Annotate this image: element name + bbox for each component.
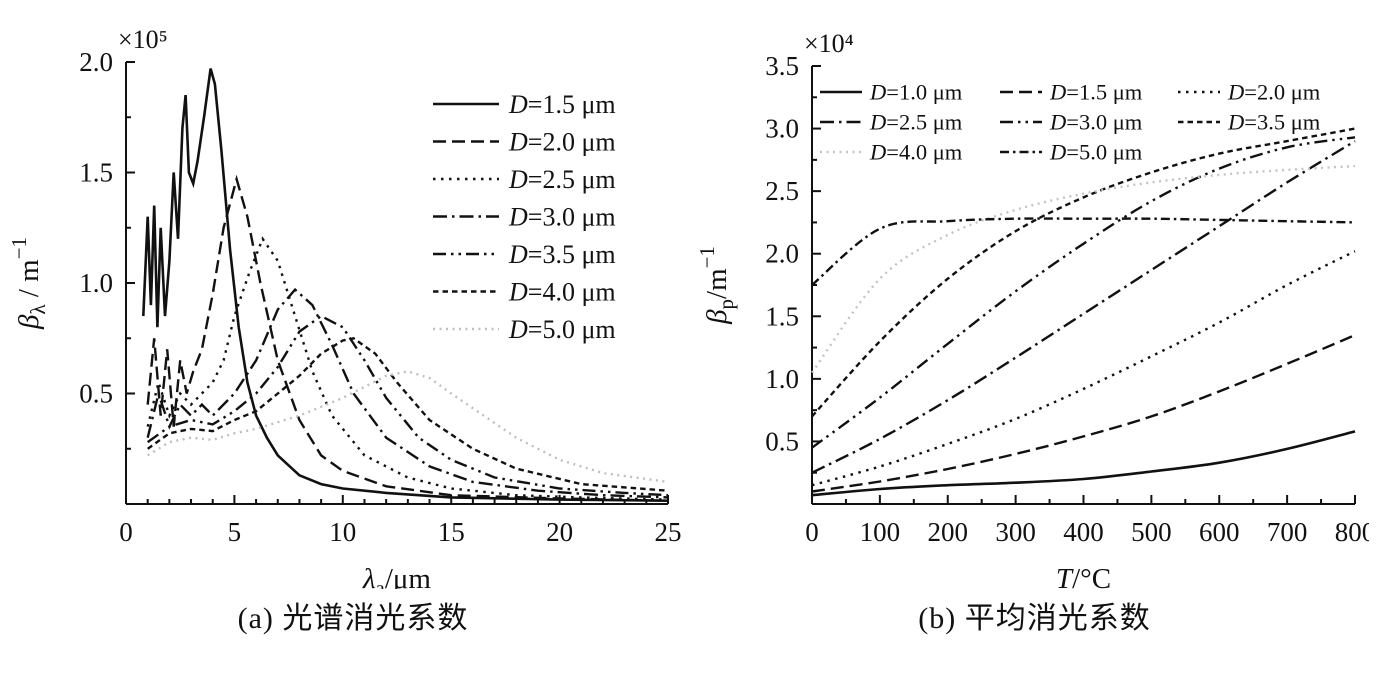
legend-label: D=1.5 μm (1049, 80, 1143, 105)
svg-text:600: 600 (1199, 517, 1240, 547)
legend-label: D=3.5 μm (1227, 110, 1321, 135)
series-D-4-0-μm (811, 164, 1356, 374)
legend-label: D=4.0 μm (508, 277, 616, 306)
legend-label: D=5.0 μm (508, 315, 616, 344)
svg-text:300: 300 (995, 517, 1036, 547)
series-D-1-0-μm (811, 430, 1356, 497)
chart-b-canvas: 0 100 200 300 400 500 600 700 800 0.5 1.0 1.5 2.0 2.5… (700, 29, 1369, 589)
svg-text:100: 100 (860, 517, 901, 547)
legend-label: D=2.5 μm (869, 110, 963, 135)
axis-offset-label: ×10⁵ (118, 25, 168, 54)
legend-label: D=2.0 μm (1227, 80, 1321, 105)
y-tick-labels: 0.5 1.0 1.5 2.0 2.5 3.0 3.5 (765, 51, 799, 456)
legend-label: D=2.0 μm (508, 127, 616, 156)
svg-text:15: 15 (438, 517, 465, 547)
legend-label: D=4.0 μm (869, 140, 963, 165)
svg-text:0.5: 0.5 (79, 379, 113, 409)
chart-spectral-extinction: 0 5 10 15 20 25 0.5 1.0 1.5 2.0 ×10⁵ λa/μm βλ / m−1 D… (8, 4, 698, 637)
axis-labels: T/°C βp/m−1 (700, 246, 1111, 589)
chart-a-caption: (a) 光谱消光系数 (237, 602, 469, 635)
x-tick-labels: 0 5 10 15 20 25 (119, 517, 681, 547)
svg-text:25: 25 (655, 517, 682, 547)
series-D-1-5-μm (811, 333, 1356, 493)
series-D-5-0-μm (147, 370, 669, 484)
series-D-4-0-μm (147, 337, 669, 492)
series-D-2-0-μm (811, 250, 1356, 487)
svg-text:βλ / m−1: βλ / m−1 (8, 237, 50, 330)
x-tick-labels: 0 100 200 300 400 500 600 700 800 (805, 517, 1369, 547)
svg-text:10: 10 (329, 517, 356, 547)
series-D-3-0-μm (146, 287, 669, 499)
svg-text:5: 5 (228, 517, 242, 547)
svg-text:3.0: 3.0 (765, 114, 799, 144)
svg-text:700: 700 (1267, 517, 1308, 547)
legend-label: D=3.0 μm (1049, 110, 1143, 135)
svg-text:0: 0 (119, 517, 133, 547)
svg-text:200: 200 (928, 517, 969, 547)
series-D-5-0-μm (811, 217, 1356, 286)
chart-a-canvas: 0 5 10 15 20 25 0.5 1.0 1.5 2.0×10⁵ λa/μm βλ / m−1 D… (8, 25, 682, 589)
series-D-3-5-μm (811, 127, 1356, 418)
legend-label: D=2.5 μm (508, 165, 616, 194)
legend-label: D=5.0 μm (1049, 140, 1143, 165)
legend-label: D=3.5 μm (508, 240, 616, 269)
chart-b-caption: (b) 平均消光系数 (918, 602, 1151, 635)
svg-text:0: 0 (805, 517, 819, 547)
svg-text:2.0: 2.0 (79, 47, 113, 77)
svg-text:500: 500 (1131, 517, 1172, 547)
legend-label: D=3.0 μm (508, 202, 616, 231)
svg-text:20: 20 (546, 517, 573, 547)
series-D-1-5-μm (142, 68, 669, 502)
svg-text:1.5: 1.5 (79, 158, 113, 188)
svg-text:2.5: 2.5 (765, 176, 799, 206)
svg-text:1.5: 1.5 (765, 301, 799, 331)
series-D-3-5-μm (147, 314, 669, 497)
svg-text:400: 400 (1063, 517, 1104, 547)
svg-text:1.0: 1.0 (79, 268, 113, 298)
axis-labels: λa/μm βλ / m−1 (8, 237, 431, 589)
svg-text:800: 800 (1335, 517, 1369, 547)
series-D-2-0-μm (146, 174, 669, 502)
y-tick-labels: 0.5 1.0 1.5 2.0 (79, 47, 113, 409)
legend: D=1.0 μm D=1.5 μm D=2.0 μm D=2.5 μm D=3.0 μm… (820, 80, 1321, 165)
legend-label: D=1.5 μm (508, 90, 616, 119)
svg-text:βp/m−1: βp/m−1 (700, 246, 738, 325)
svg-text:1.0: 1.0 (765, 364, 799, 394)
series-D-2-5-μm (146, 236, 669, 501)
svg-text:T/°C: T/°C (1056, 563, 1111, 589)
chart-mean-extinction: 0 100 200 300 400 500 600 700 800 0.5 1.0 1.5 2.0 2.5… (700, 4, 1369, 637)
svg-text:3.5: 3.5 (765, 51, 799, 81)
svg-text:2.0: 2.0 (765, 239, 799, 269)
axis-offset-label: ×10⁴ (804, 29, 854, 58)
svg-text:λa/μm: λa/μm (362, 563, 431, 589)
series-D-2-5-μm (811, 140, 1356, 474)
legend: D=1.5 μm D=2.0 μm D=2.5 μm D=3.0 μm D=3.5 μm… (433, 90, 616, 344)
legend-label: D=1.0 μm (869, 80, 963, 105)
svg-text:0.5: 0.5 (765, 426, 799, 456)
series-D-3-0-μm (811, 136, 1356, 449)
